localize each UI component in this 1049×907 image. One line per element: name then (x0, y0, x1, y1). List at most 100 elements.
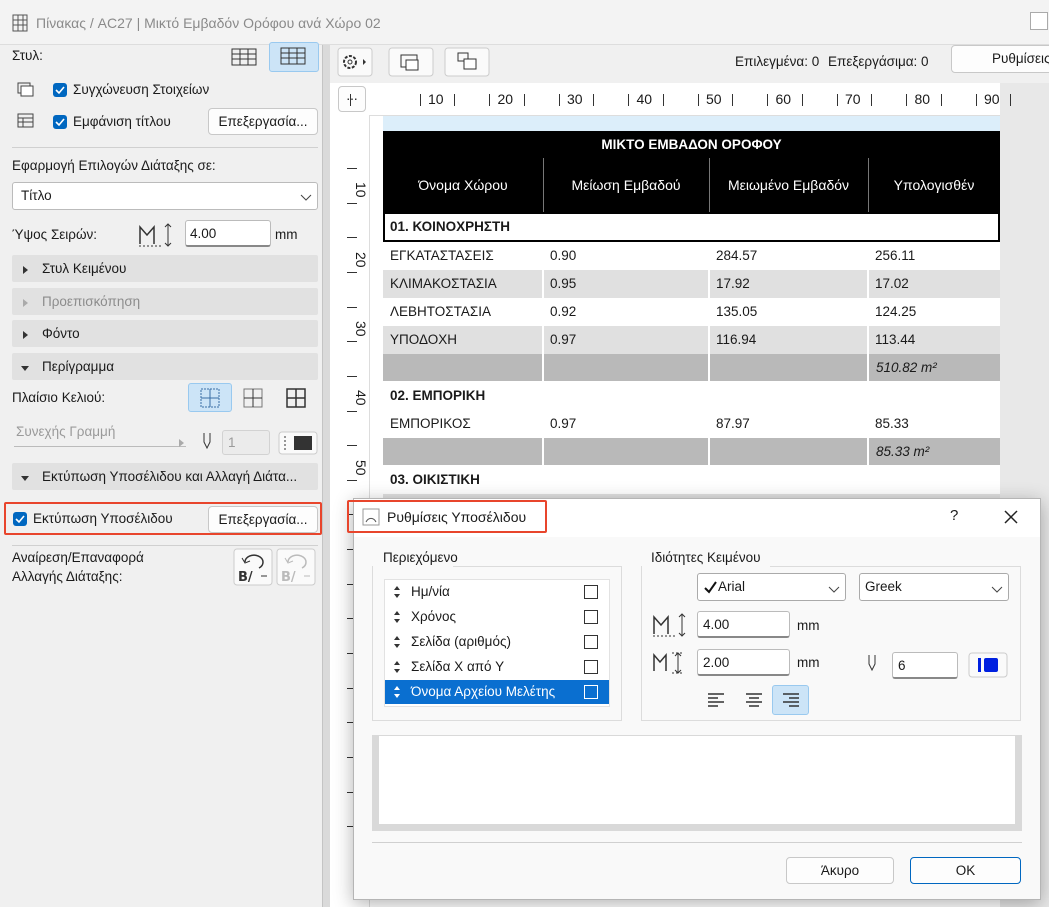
drag-handle (393, 586, 401, 598)
text-input[interactable]: 2.00 (697, 649, 790, 676)
group-name: 02. ΕΜΠΟΡΙΚΗ (390, 388, 486, 403)
select-value: Greek (865, 579, 902, 594)
window-icon (12, 14, 28, 32)
ruler-tick (347, 479, 357, 481)
item-checkbox[interactable] (584, 685, 598, 699)
list-item[interactable]: Όνομα Αρχείου Μελέτης (411, 684, 556, 699)
icon-part (203, 433, 211, 450)
checkbox[interactable] (53, 115, 67, 129)
align-button[interactable] (736, 686, 772, 714)
list-item[interactable]: Σελίδα (αριθμός) (411, 634, 511, 649)
pattern-button[interactable] (278, 431, 318, 455)
ruler-tick (347, 653, 357, 655)
header-cell: Μείωση Εμβαδού (571, 177, 681, 193)
icon-part (12, 14, 28, 32)
table-cell: ΚΛΙΜΑΚΟΣΤΑΣΙΑ (390, 276, 497, 291)
cell-divider (542, 326, 544, 354)
icon-part (394, 611, 400, 623)
select[interactable] (697, 573, 846, 601)
tool-button[interactable] (444, 47, 490, 77)
icon-part (394, 661, 400, 673)
unit: mm (275, 227, 298, 242)
text-input[interactable]: 6 (892, 652, 958, 679)
table-cell: 0.90 (550, 248, 577, 263)
ruler-label: 40 (353, 390, 369, 406)
ruler-label: 70 (845, 91, 861, 107)
icon-part (241, 557, 251, 564)
pen-icon (865, 654, 879, 672)
style-button[interactable] (228, 43, 260, 71)
more-button[interactable]: ... (338, 86, 366, 112)
merge-icon (17, 82, 35, 98)
window-control[interactable] (1030, 12, 1048, 30)
ruler-tick (347, 167, 357, 169)
ruler-tick (732, 94, 734, 106)
text-input[interactable]: 4.00 (185, 220, 271, 247)
checkbox[interactable] (53, 83, 67, 97)
section-title: Προεπισκόπηση (42, 294, 141, 309)
group-name: 03. ΟΙΚΙΣΤΙΚΗ (390, 472, 480, 487)
section-header[interactable] (12, 288, 318, 315)
close-button[interactable] (1002, 508, 1020, 526)
item-checkbox[interactable] (584, 585, 598, 599)
ruler-tick (523, 94, 525, 106)
list-item[interactable]: Ημ/νία (411, 584, 450, 599)
settings-button[interactable] (337, 47, 373, 77)
edit-button[interactable]: Επεξεργασία... (208, 108, 318, 135)
align-active[interactable] (772, 685, 809, 715)
help-button[interactable]: ? (950, 507, 959, 524)
text-input[interactable]: 4.00 (697, 611, 790, 638)
section-header[interactable] (12, 463, 318, 490)
ok-button[interactable]: OK (910, 857, 1021, 884)
section-header[interactable] (12, 353, 318, 380)
icon-part (362, 508, 380, 526)
align-button[interactable] (698, 686, 734, 714)
icon-part (868, 655, 876, 672)
table-cell: 87.97 (716, 416, 750, 431)
pen-input: 1 (222, 430, 270, 455)
settings-button[interactable]: Ρυθμίσεις (951, 45, 1049, 73)
cancel-button[interactable]: Άκυρο (786, 857, 894, 884)
icon-part (139, 223, 172, 247)
select[interactable]: Τίτλο (12, 182, 318, 210)
ruler-tick (347, 722, 357, 724)
icon-part (704, 581, 717, 594)
style-button-active[interactable] (269, 42, 319, 72)
icon-part (343, 55, 357, 69)
checkbox[interactable] (13, 512, 27, 526)
color-button[interactable] (968, 652, 1008, 678)
undo-button[interactable]: B/ (233, 548, 273, 586)
section-header[interactable] (12, 255, 318, 282)
drag-handle (393, 636, 401, 648)
icon-part (201, 389, 219, 407)
ruler-tick (350, 94, 352, 106)
icon-part (365, 518, 377, 523)
select[interactable] (859, 573, 1009, 601)
item-checkbox[interactable] (584, 660, 598, 674)
disclosure-triangle (20, 263, 30, 274)
section-header[interactable] (12, 320, 318, 347)
table-cell: 0.97 (550, 416, 577, 431)
list-item[interactable]: Σελίδα Χ από Υ (411, 659, 505, 674)
icon-part (20, 85, 34, 97)
frame-button[interactable] (242, 387, 264, 409)
cell-divider (867, 270, 869, 298)
group-name: 01. ΚΟΙΝΟΧΡΗΣΤΗ (390, 219, 511, 234)
edit-button[interactable]: Επεξεργασία... (208, 506, 318, 533)
item-checkbox[interactable] (584, 610, 598, 624)
icon-part (231, 48, 257, 66)
icon-part (968, 652, 1008, 678)
frame-button[interactable] (285, 387, 307, 409)
list-item[interactable]: Χρόνος (411, 609, 456, 624)
ruler-tick (347, 514, 357, 516)
icon-part (53, 83, 67, 97)
icon-part: B/ (233, 548, 273, 586)
total-row (383, 438, 1000, 465)
item-checkbox[interactable] (584, 635, 598, 649)
icon-part (13, 15, 27, 31)
tool-button[interactable] (388, 47, 434, 77)
disclosure-triangle (20, 361, 30, 371)
group-row (383, 465, 1000, 494)
icon-part: B/ (238, 570, 253, 585)
h-ruler (369, 88, 1000, 112)
